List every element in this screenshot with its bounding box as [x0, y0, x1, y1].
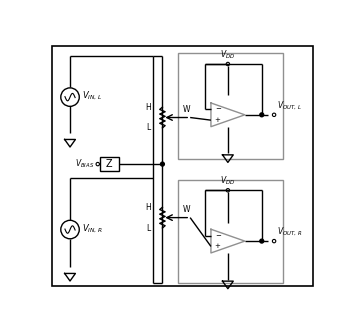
Text: Z: Z — [106, 159, 112, 169]
Text: −: − — [215, 107, 221, 113]
Circle shape — [161, 162, 164, 166]
Text: +: + — [215, 117, 221, 123]
Bar — [100, 157, 119, 171]
Text: H: H — [145, 103, 151, 112]
Text: $V_{IN,\,L}$: $V_{IN,\,L}$ — [82, 90, 102, 102]
Text: H: H — [145, 203, 151, 212]
Text: $V_{BIAS}$: $V_{BIAS}$ — [75, 158, 95, 170]
Text: $V_{OUT,\,R}$: $V_{OUT,\,R}$ — [277, 226, 303, 238]
Text: $V_{DD}$: $V_{DD}$ — [220, 49, 235, 61]
Text: W: W — [183, 205, 190, 214]
Text: +: + — [215, 243, 221, 249]
Text: W: W — [183, 105, 190, 114]
Text: $V_{OUT,\,L}$: $V_{OUT,\,L}$ — [277, 99, 302, 112]
Text: L: L — [147, 123, 151, 133]
Circle shape — [260, 113, 264, 117]
Circle shape — [260, 239, 264, 243]
Text: $V_{IN,\,R}$: $V_{IN,\,R}$ — [82, 223, 103, 235]
Bar — [178, 53, 283, 159]
Text: −: − — [215, 233, 221, 239]
Bar — [178, 179, 283, 283]
Text: $V_{DD}$: $V_{DD}$ — [220, 175, 235, 187]
Text: L: L — [147, 223, 151, 233]
